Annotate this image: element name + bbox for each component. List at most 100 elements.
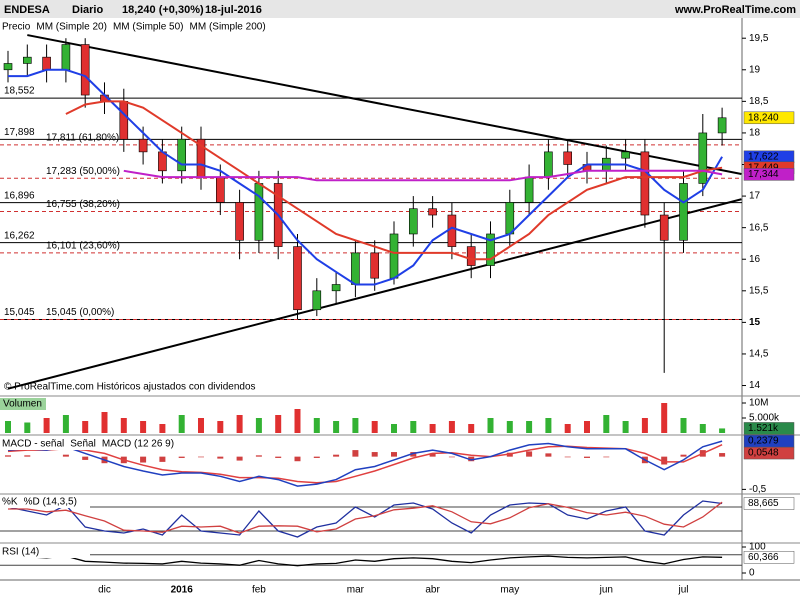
volume-bar (217, 421, 224, 433)
fibonacci-label: 15,045 (0,00%) (46, 307, 114, 318)
legend-bg (0, 496, 90, 508)
candle-body (698, 132, 708, 184)
y-tick-label: 5.000k (749, 413, 780, 424)
level-label: 15,045 (4, 307, 35, 318)
x-tick-label: jun (599, 585, 613, 596)
candle-body (428, 208, 437, 216)
value-badge (743, 497, 795, 510)
candle-body (42, 56, 51, 71)
histogram-bar (178, 456, 185, 458)
candle-body (505, 202, 515, 235)
x-tick-label: may (500, 585, 519, 596)
volume-bar (120, 418, 127, 433)
volume-bar (275, 415, 282, 433)
candle-body (216, 176, 225, 203)
x-tick-label: 2016 (171, 585, 194, 596)
header-bar (0, 0, 800, 18)
candle-body (331, 284, 341, 292)
legend-entry: MM (Simple 20) (36, 22, 107, 33)
volume-bar (333, 421, 340, 433)
candle-body (447, 214, 457, 247)
trendline (7, 198, 742, 390)
legend-entry: Señal (70, 439, 96, 450)
volume-bar (526, 421, 533, 433)
panel-label-bg (0, 398, 46, 410)
level-label: 16,896 (4, 190, 35, 201)
histogram-bar (448, 456, 455, 458)
volume-bar (680, 418, 687, 433)
volume-bar (506, 421, 513, 433)
candle-body (408, 208, 418, 235)
histogram-bar (333, 454, 340, 457)
series-line (123, 169, 723, 182)
y-tick-label: 0 (749, 568, 755, 579)
volume-bar (603, 415, 610, 433)
candle-body (486, 233, 495, 266)
histogram-bar (140, 456, 147, 463)
x-tick-label: jul (677, 585, 688, 596)
volume-bar (487, 418, 494, 433)
y-tick-label: 15,5 (749, 285, 769, 296)
volume-bar (294, 409, 301, 433)
volume-bar (468, 424, 475, 433)
volume-bar (448, 421, 455, 433)
legend-entry: %K (2, 497, 18, 508)
candle-body (370, 252, 380, 279)
histogram-bar (603, 456, 610, 458)
legend-entry: %D (14,3,5) (24, 497, 77, 508)
y-tick-label: 10M (749, 398, 768, 409)
histogram-bar (159, 456, 166, 462)
candle-body (621, 151, 630, 159)
series-line (65, 100, 723, 261)
volume-bar (352, 418, 359, 433)
histogram-bar (5, 455, 11, 457)
level-label: 17,898 (4, 127, 35, 138)
last-price: 18,240 (+0,30%) (122, 4, 204, 16)
histogram-bar (313, 456, 320, 458)
volume-bar (140, 421, 147, 433)
value-badge (743, 111, 795, 125)
histogram-bar (371, 452, 378, 457)
histogram-bar (680, 454, 687, 457)
note: © ProRealTime.com Históricos ajustados c… (4, 382, 256, 393)
legend-bg (0, 20, 280, 32)
volume-bar (564, 424, 571, 433)
histogram-bar (62, 454, 69, 457)
histogram-bar (236, 456, 243, 461)
fibonacci-label: 17,811 (61,80%) (46, 133, 119, 144)
volume-bar (82, 421, 89, 433)
histogram-bar (468, 456, 475, 462)
candle-body (312, 290, 322, 311)
volume-bar (62, 415, 69, 433)
value-badge (743, 551, 795, 564)
histogram-bar (198, 456, 204, 458)
histogram-bar (719, 453, 726, 457)
volume-bar (699, 424, 706, 433)
value-badge-label: 17,344 (748, 169, 779, 180)
y-tick-label: 17 (749, 191, 761, 202)
y-tick-label: 100 (749, 542, 766, 553)
histogram-bar (294, 456, 301, 462)
y-tick-label: 14 (749, 380, 761, 391)
candle-body (138, 138, 148, 153)
volume-bar (198, 418, 204, 433)
candle-body (235, 202, 244, 241)
y-tick-label: 18,5 (749, 96, 769, 107)
level-label: 16,262 (4, 230, 35, 241)
candle-body (61, 44, 71, 71)
candle-body (659, 214, 669, 241)
fibonacci-label: 16,101 (23,60%) (46, 240, 120, 251)
candle-body (389, 233, 399, 279)
candle-body (717, 117, 727, 134)
legend-entry: MM (Simple 50) (113, 22, 184, 33)
volume-bar (5, 421, 11, 433)
legend-bg (0, 546, 90, 558)
value-badge (743, 422, 795, 435)
x-tick-label: mar (347, 585, 365, 596)
value-badge-label: 1.521k (748, 423, 779, 434)
value-badge-label: 17,622 (748, 151, 779, 162)
candle-body (351, 252, 360, 285)
y-tick-label: 15 (749, 317, 761, 328)
legend-entry: RSI (14) (2, 547, 39, 558)
